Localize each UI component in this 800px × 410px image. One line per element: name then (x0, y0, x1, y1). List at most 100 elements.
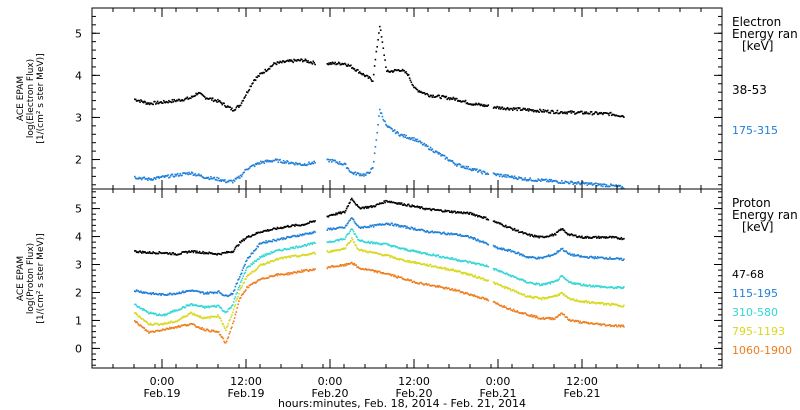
data-point (461, 234, 463, 237)
data-point (302, 269, 305, 272)
data-point (439, 97, 441, 99)
data-point (344, 264, 347, 267)
data-point (401, 278, 404, 280)
data-point (252, 252, 254, 255)
data-point (377, 223, 379, 226)
data-point (570, 320, 573, 322)
data-point (409, 138, 412, 141)
data-point (299, 59, 301, 62)
data-point (232, 181, 234, 184)
data-point (279, 249, 281, 251)
data-point (440, 286, 442, 288)
data-point (462, 272, 464, 275)
data-point (172, 326, 175, 329)
data-point (367, 268, 370, 271)
data-point (354, 243, 357, 246)
data-point (414, 138, 417, 141)
data-point (493, 245, 496, 248)
data-point (367, 77, 370, 79)
data-point (207, 305, 210, 307)
data-point (381, 272, 384, 275)
data-point (164, 313, 167, 315)
data-point (505, 272, 508, 274)
data-point (218, 331, 220, 333)
data-point (538, 257, 540, 260)
data-point (530, 233, 532, 236)
data-point (366, 226, 369, 228)
data-point (416, 205, 419, 207)
data-point (595, 235, 597, 238)
data-point (333, 159, 336, 162)
data-point (134, 250, 136, 252)
data-point (379, 272, 382, 274)
data-point (354, 202, 357, 205)
data-point (523, 255, 525, 257)
data-point (234, 285, 237, 288)
data-point (292, 246, 294, 248)
data-point (391, 273, 393, 276)
data-point (215, 316, 217, 318)
data-point (404, 278, 406, 281)
data-point (288, 225, 291, 228)
data-point (213, 330, 216, 333)
data-point (504, 225, 506, 228)
data-point (237, 176, 239, 179)
data-point (301, 224, 303, 226)
data-point (547, 282, 549, 284)
data-point (485, 105, 488, 107)
data-point (441, 210, 443, 212)
data-point (218, 252, 220, 255)
data-point (279, 158, 281, 161)
data-point (200, 291, 203, 293)
data-point (378, 224, 380, 226)
data-point (360, 248, 363, 251)
data-point (467, 274, 469, 276)
data-point (612, 303, 615, 305)
data-point (467, 165, 469, 168)
data-point (262, 161, 265, 163)
data-point (554, 112, 557, 114)
data-point (614, 185, 616, 187)
data-point (212, 292, 215, 295)
data-point (596, 322, 598, 325)
data-point (197, 315, 200, 317)
data-point (134, 250, 137, 252)
data-point (400, 133, 403, 136)
data-point (439, 153, 441, 155)
data-point (379, 253, 381, 255)
data-point (223, 310, 225, 312)
data-point (284, 61, 287, 63)
data-point (512, 109, 514, 111)
data-point (362, 206, 364, 209)
data-point (564, 180, 567, 183)
data-point (306, 163, 308, 166)
data-point (374, 146, 377, 148)
data-point (540, 235, 542, 238)
data-point (288, 162, 290, 165)
data-point (464, 260, 467, 262)
data-point (257, 279, 259, 281)
data-point (405, 279, 407, 281)
data-point (498, 222, 501, 225)
data-point (150, 312, 153, 314)
data-point (221, 336, 224, 338)
data-point (447, 209, 449, 212)
data-point (157, 102, 160, 105)
data-point (499, 222, 502, 225)
data-point (487, 104, 490, 106)
data-point (523, 293, 525, 295)
data-point (203, 316, 205, 319)
data-point (347, 63, 350, 66)
data-point (207, 176, 210, 179)
data-point (501, 305, 504, 308)
data-point (439, 231, 441, 234)
data-point (260, 242, 263, 245)
data-point (208, 292, 210, 294)
data-point (592, 302, 595, 304)
data-point (159, 323, 161, 325)
data-point (197, 305, 199, 307)
data-point (159, 329, 161, 332)
data-point (600, 237, 602, 239)
data-point (496, 105, 498, 108)
data-point (148, 292, 151, 295)
